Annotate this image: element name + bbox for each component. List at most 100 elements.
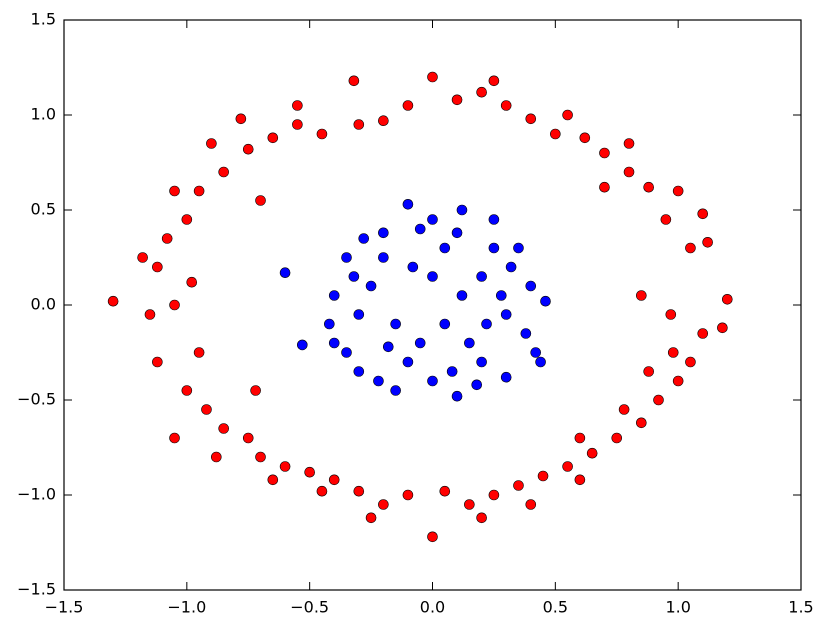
y-tick-label: −1.5 bbox=[17, 580, 56, 599]
point bbox=[537, 470, 549, 482]
point bbox=[353, 119, 365, 130]
point bbox=[574, 474, 586, 486]
point bbox=[242, 143, 254, 155]
point bbox=[456, 290, 468, 301]
point bbox=[599, 181, 610, 193]
point bbox=[500, 100, 512, 111]
point bbox=[181, 385, 193, 396]
y-tick-label: 1.0 bbox=[31, 105, 56, 124]
point bbox=[296, 339, 308, 351]
point bbox=[186, 276, 198, 288]
point bbox=[255, 195, 266, 206]
point bbox=[341, 347, 352, 358]
point bbox=[495, 290, 507, 301]
plot-area bbox=[64, 20, 801, 590]
point bbox=[152, 356, 163, 368]
point bbox=[697, 328, 709, 339]
point bbox=[353, 366, 365, 377]
point bbox=[427, 271, 438, 282]
point bbox=[660, 214, 672, 225]
point bbox=[697, 208, 709, 220]
point bbox=[525, 280, 537, 292]
point bbox=[672, 185, 684, 197]
point bbox=[667, 347, 679, 358]
point bbox=[721, 293, 733, 305]
point bbox=[328, 290, 340, 301]
point bbox=[488, 75, 500, 87]
point bbox=[169, 185, 180, 197]
point bbox=[328, 474, 340, 486]
x-tick-label: 0.5 bbox=[543, 598, 568, 617]
point bbox=[267, 132, 279, 144]
point bbox=[365, 512, 377, 524]
point bbox=[161, 233, 173, 244]
point bbox=[353, 309, 365, 320]
point bbox=[255, 451, 266, 463]
point bbox=[439, 242, 451, 254]
point bbox=[242, 432, 254, 444]
point bbox=[540, 295, 551, 307]
point bbox=[378, 499, 389, 510]
point bbox=[464, 337, 475, 349]
point bbox=[427, 214, 438, 225]
point bbox=[304, 466, 315, 478]
point bbox=[414, 337, 426, 349]
y-tick-label: −0.5 bbox=[17, 390, 56, 409]
point bbox=[144, 309, 156, 320]
point bbox=[643, 181, 654, 193]
point bbox=[378, 115, 389, 126]
point bbox=[427, 375, 438, 387]
point bbox=[520, 328, 532, 339]
point bbox=[211, 451, 222, 463]
point bbox=[535, 356, 546, 368]
point bbox=[623, 138, 635, 149]
point bbox=[328, 337, 340, 349]
point bbox=[402, 489, 414, 501]
point bbox=[685, 356, 696, 368]
point bbox=[702, 237, 713, 248]
point bbox=[279, 461, 291, 472]
x-tick-label: −0.5 bbox=[290, 598, 329, 617]
point bbox=[169, 299, 180, 311]
point bbox=[267, 474, 279, 486]
x-tick-label: 0.0 bbox=[420, 598, 445, 617]
point bbox=[672, 375, 684, 387]
point bbox=[513, 242, 524, 254]
point bbox=[402, 199, 414, 210]
point bbox=[476, 86, 487, 98]
point bbox=[324, 318, 335, 330]
axes-frame bbox=[63, 19, 802, 591]
point bbox=[390, 318, 401, 330]
point bbox=[378, 227, 389, 239]
point bbox=[488, 489, 500, 501]
y-tick-label: 0.0 bbox=[31, 295, 56, 314]
point bbox=[414, 223, 426, 235]
point bbox=[218, 423, 229, 434]
point bbox=[530, 347, 541, 358]
point bbox=[348, 75, 360, 87]
point bbox=[451, 227, 463, 239]
point bbox=[137, 252, 148, 263]
point bbox=[476, 271, 487, 282]
point bbox=[402, 100, 414, 111]
point bbox=[500, 309, 512, 320]
point bbox=[586, 447, 598, 459]
point bbox=[407, 261, 419, 273]
point bbox=[525, 499, 537, 510]
point bbox=[373, 375, 384, 387]
point bbox=[427, 71, 438, 83]
point bbox=[206, 138, 217, 149]
point bbox=[562, 461, 573, 472]
point bbox=[439, 318, 451, 330]
x-tick-label: 1.0 bbox=[665, 598, 690, 617]
point bbox=[476, 356, 487, 368]
point bbox=[402, 356, 414, 368]
point bbox=[476, 512, 487, 524]
point bbox=[623, 166, 635, 178]
point bbox=[562, 109, 573, 121]
point bbox=[292, 100, 303, 111]
point bbox=[451, 94, 463, 106]
point bbox=[456, 204, 468, 216]
point bbox=[451, 390, 463, 402]
y-tick-label: −1.0 bbox=[17, 485, 56, 504]
